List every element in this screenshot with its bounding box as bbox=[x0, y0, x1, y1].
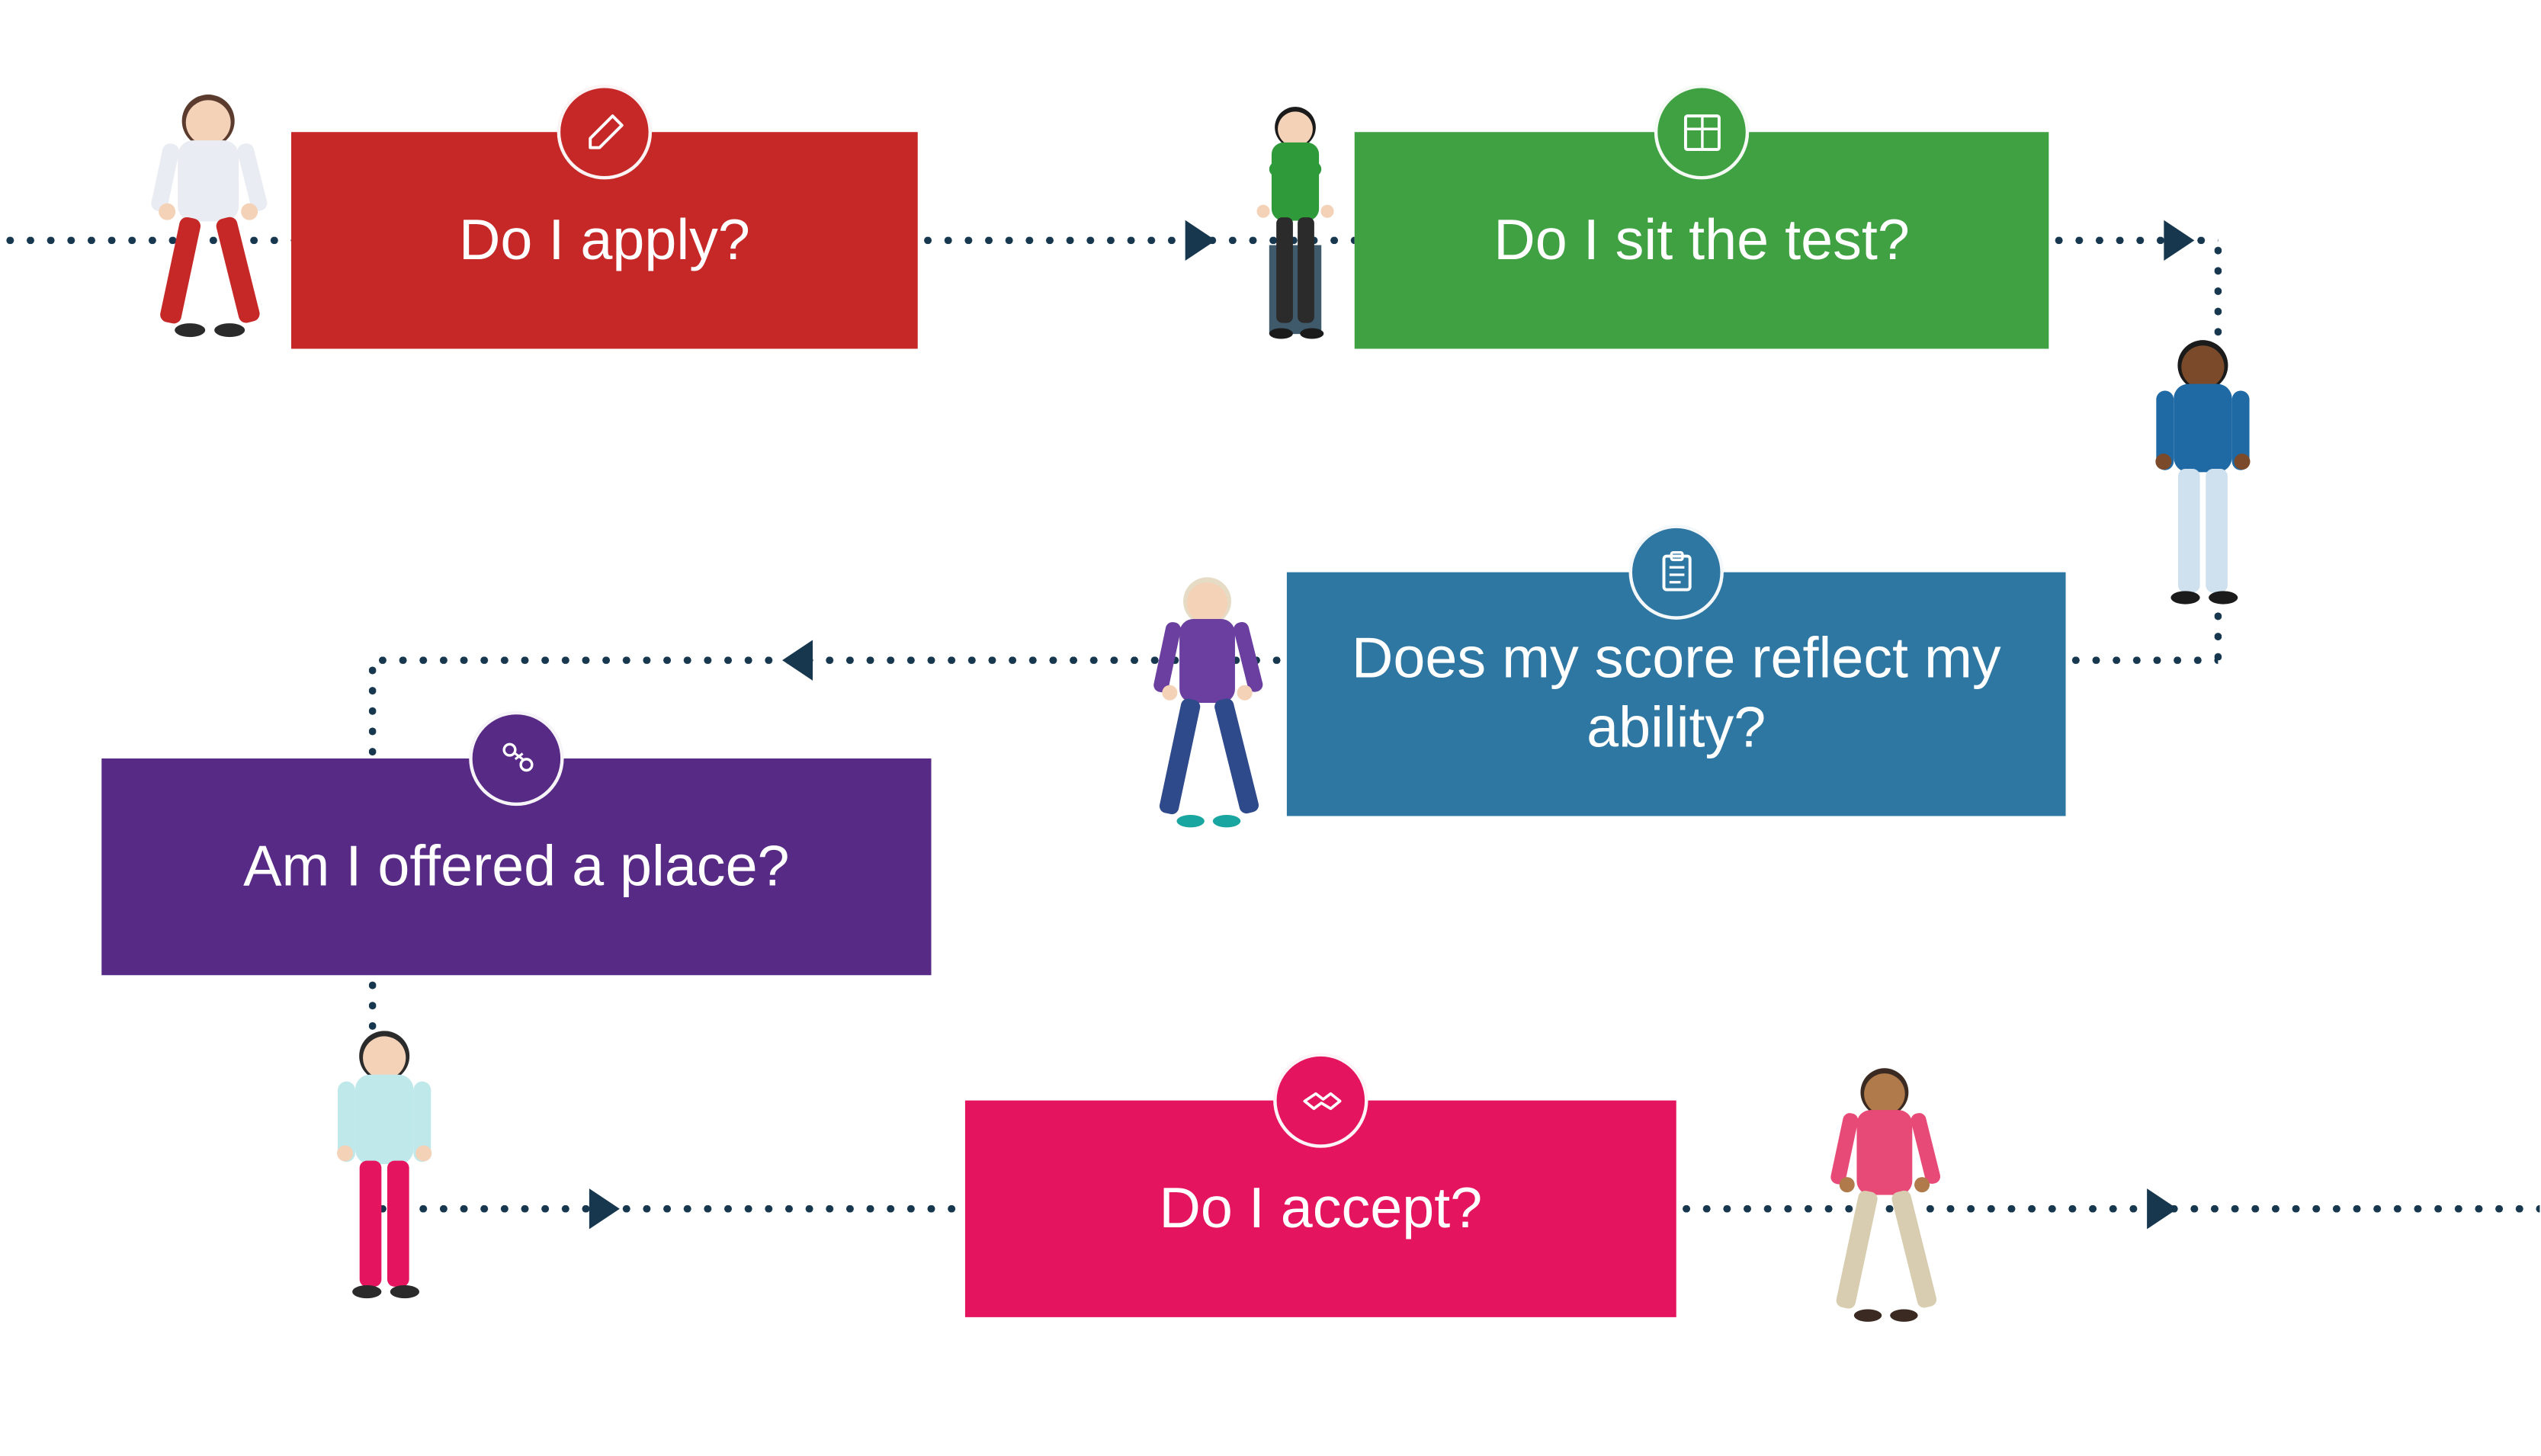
flowchart-stage: Do I apply? Do I sit the test? Does my sco… bbox=[0, 0, 2539, 1456]
person-illustration bbox=[1137, 576, 1276, 829]
connector-segment bbox=[1676, 1204, 2540, 1214]
flow-node-label: Do I accept? bbox=[1159, 1174, 1482, 1243]
person-illustration bbox=[1815, 1066, 1954, 1324]
people-icon bbox=[469, 711, 563, 806]
flow-node-label: Am I offered a place? bbox=[243, 832, 789, 902]
connector-arrow bbox=[589, 1188, 620, 1229]
connector-arrow bbox=[782, 640, 813, 681]
connector-arrow bbox=[1185, 220, 1216, 261]
clipboard-icon bbox=[1629, 524, 1724, 619]
pencil-icon bbox=[557, 85, 652, 179]
grid-icon bbox=[1654, 85, 1749, 179]
connector-segment bbox=[2066, 656, 2219, 665]
connector-segment bbox=[367, 660, 377, 758]
person-illustration bbox=[1236, 105, 1354, 342]
flow-node-label: Do I apply? bbox=[459, 206, 750, 275]
person-illustration bbox=[2130, 338, 2276, 606]
flow-node-label: Does my score reflect my ability? bbox=[1334, 625, 2018, 763]
person-illustration bbox=[132, 93, 284, 338]
person-illustration bbox=[312, 1029, 457, 1300]
connector-segment bbox=[373, 1204, 965, 1214]
flow-node-label: Do I sit the test? bbox=[1493, 206, 1910, 275]
connector-arrow bbox=[2147, 1188, 2177, 1229]
handshake-icon bbox=[1273, 1053, 1368, 1147]
connector-arrow bbox=[2164, 220, 2194, 261]
